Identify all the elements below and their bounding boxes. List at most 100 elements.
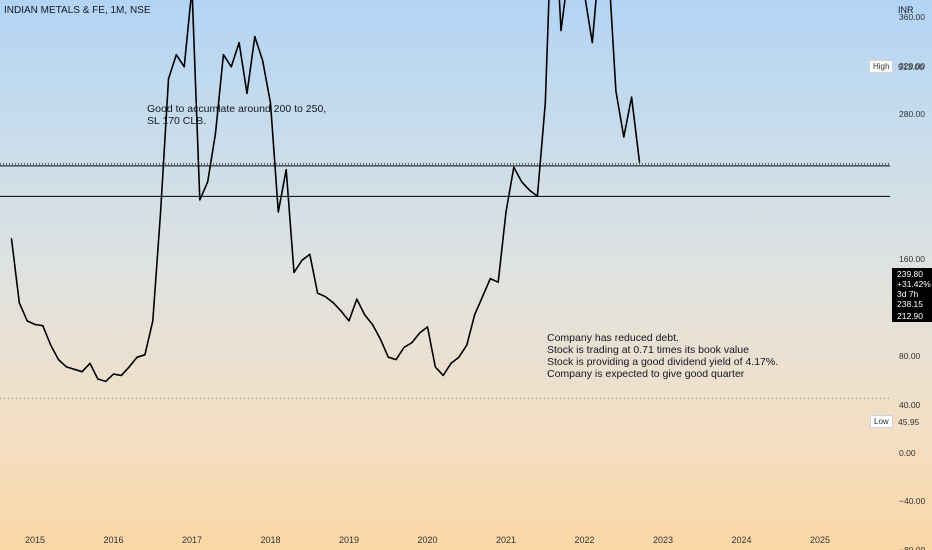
x-tick-label: 2018 <box>260 535 281 545</box>
data-point <box>262 60 264 62</box>
data-point <box>18 302 20 304</box>
data-point <box>34 323 36 326</box>
data-point <box>371 323 374 326</box>
data-point <box>631 96 633 98</box>
data-point <box>317 292 319 294</box>
data-point <box>50 344 52 346</box>
y-tick-label: 80.00 <box>899 351 921 362</box>
data-point <box>466 344 468 346</box>
data-point <box>623 136 625 138</box>
data-point <box>544 102 546 104</box>
data-point <box>144 354 146 356</box>
data-point <box>152 320 154 322</box>
data-point <box>73 368 75 370</box>
data-point <box>474 314 476 316</box>
data-point <box>10 238 13 240</box>
x-tick-label: 2021 <box>496 535 517 545</box>
x-tick-label: 2025 <box>810 535 831 545</box>
currency-label: INR <box>898 5 914 15</box>
annotation-right-note: Company has reduced debt. Stock is tradi… <box>547 332 779 380</box>
y-tick-label: −40.00 <box>899 496 926 507</box>
data-point <box>560 29 562 32</box>
y-tick-label: 0.00 <box>899 448 916 458</box>
data-point <box>97 378 99 380</box>
data-point <box>65 366 67 368</box>
data-point <box>403 346 405 349</box>
support-lower-label: 212.90 <box>892 310 932 322</box>
x-tick-label: 2016 <box>103 535 124 545</box>
y-tick-label: 40.00 <box>899 399 921 410</box>
data-point <box>458 356 460 358</box>
data-point <box>379 338 381 340</box>
data-point <box>481 296 484 298</box>
y-tick-label: −80.00 <box>899 544 926 550</box>
x-tick-label: 2019 <box>339 535 360 545</box>
countdown-label: 3d 7h <box>892 288 932 300</box>
data-point <box>591 42 593 44</box>
data-point <box>81 371 83 373</box>
data-point <box>395 359 397 361</box>
data-point <box>293 271 295 274</box>
data-point <box>277 211 279 213</box>
x-tick-label: 2024 <box>731 535 752 545</box>
data-point <box>340 310 342 312</box>
data-point <box>348 320 350 322</box>
data-point <box>521 181 523 183</box>
y-tick-label: 320.00 <box>899 60 925 71</box>
data-point <box>112 373 115 375</box>
data-point <box>230 66 232 68</box>
data-point <box>638 161 641 163</box>
data-point <box>183 66 185 68</box>
y-tick-label: 280.00 <box>899 109 925 120</box>
data-point <box>42 325 44 327</box>
support-upper-label: 238.15 <box>892 298 932 310</box>
data-point <box>442 374 444 376</box>
x-tick-label: 2015 <box>25 535 46 545</box>
data-point <box>364 314 366 316</box>
high-tag: High <box>869 60 894 73</box>
x-tick-label: 2022 <box>574 535 595 545</box>
data-point <box>324 296 327 298</box>
data-point <box>175 54 177 56</box>
data-point <box>105 380 107 382</box>
data-point <box>387 356 389 358</box>
data-point <box>426 326 429 328</box>
data-point <box>136 356 138 358</box>
data-point <box>356 298 358 300</box>
data-point <box>301 259 303 261</box>
data-point <box>528 189 531 191</box>
change-label: +31.42% <box>892 278 932 290</box>
data-point <box>309 253 311 255</box>
data-point <box>411 342 413 344</box>
data-point <box>128 366 130 368</box>
x-tick-label: 2023 <box>653 535 674 545</box>
last-price-label: 239.80 <box>892 268 932 280</box>
data-point <box>246 92 248 95</box>
data-point <box>214 132 217 134</box>
data-point <box>89 362 91 364</box>
y-tick-label: 160.00 <box>899 254 925 265</box>
data-point <box>450 362 452 364</box>
price-series-line-0[interactable] <box>10 0 641 383</box>
data-point <box>434 366 436 368</box>
data-point <box>160 211 162 213</box>
low-tag: Low <box>870 415 893 428</box>
data-point <box>238 42 240 44</box>
data-point <box>505 211 507 213</box>
data-point <box>120 374 122 376</box>
chart-title: INDIAN METALS & FE, 1M, NSE <box>4 5 151 16</box>
annotation-top-note: Good to accumlate around 200 to 250, SL … <box>147 103 327 127</box>
data-point <box>26 320 28 322</box>
data-point <box>332 302 334 304</box>
data-point <box>207 181 209 183</box>
data-point <box>254 35 256 38</box>
data-point <box>167 78 170 80</box>
data-point <box>419 332 421 334</box>
data-point <box>57 359 60 361</box>
data-point <box>199 199 201 201</box>
data-point <box>615 90 617 92</box>
x-tick-label: 2020 <box>417 535 438 545</box>
data-point <box>285 169 287 171</box>
